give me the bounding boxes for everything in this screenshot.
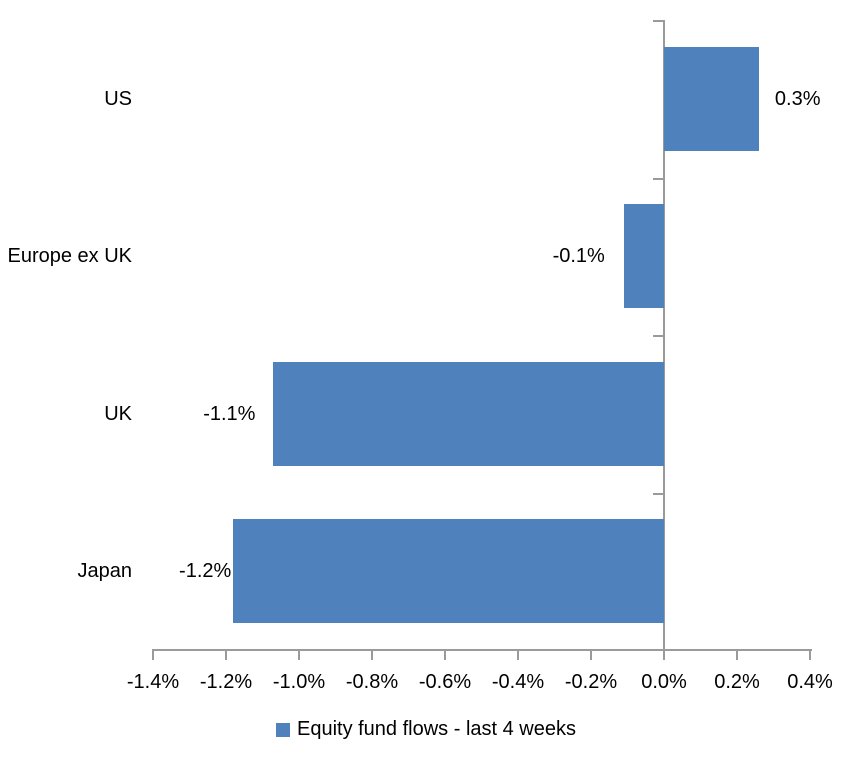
category-label-europe-ex-uk: Europe ex UK: [7, 245, 132, 268]
legend-label: Equity fund flows - last 4 weeks: [296, 718, 576, 740]
y-axis-tick: [653, 20, 663, 22]
value-label-japan: -1.2%: [179, 560, 232, 583]
x-axis-tick--1-0-: [298, 649, 300, 660]
legend-swatch-icon: [275, 722, 290, 737]
category-label-japan: Japan: [77, 560, 133, 583]
x-tick-label-0-2-: 0.2%: [714, 671, 760, 693]
x-axis-line: [153, 649, 812, 651]
value-label-us: 0.3%: [774, 87, 821, 110]
bar-europe-ex-uk: [623, 204, 664, 309]
x-axis-tick-0-4-: [809, 649, 811, 660]
x-axis-tick--0-4-: [517, 649, 519, 660]
x-axis-tick-0-2-: [736, 649, 738, 660]
x-tick-label--1-0-: -1.0%: [272, 671, 326, 693]
x-axis-tick--1-2-: [225, 649, 227, 660]
y-axis-tick: [653, 649, 663, 651]
plot-area: -1.4% -1.2% -1.0% -0.8% -0.6% -0.4% -0.2% 0.0% 0…: [7, 20, 833, 693]
x-tick-label--0-6-: -0.6%: [418, 671, 472, 693]
y-axis-tick: [653, 335, 663, 337]
category-label-uk: UK: [104, 402, 132, 425]
x-tick-label--0-2-: -0.2%: [564, 671, 618, 693]
bar-us: [664, 46, 759, 151]
value-label-europe-ex-uk: -0.1%: [552, 245, 605, 268]
x-axis-tick--0-8-: [371, 649, 373, 660]
x-tick-label-0-4-: 0.4%: [787, 671, 833, 693]
x-axis-tick--1-4-: [152, 649, 154, 660]
y-axis-tick: [653, 177, 663, 180]
x-tick-label--0-8-: -0.8%: [345, 671, 399, 693]
x-tick-label--1-2-: -1.2%: [199, 671, 253, 693]
value-label-uk: -1.1%: [203, 402, 256, 425]
y-axis-line: [663, 20, 665, 651]
x-axis-tick--0-2-: [590, 649, 592, 660]
x-tick-label--0-4-: -0.4%: [491, 671, 545, 693]
bar-japan: [233, 519, 664, 624]
x-axis-tick-0-0-: [663, 649, 665, 660]
x-axis-tick--0-6-: [444, 649, 446, 660]
category-label-us: US: [104, 87, 132, 110]
legend: Equity fund flows - last 4 weeks: [0, 716, 852, 743]
y-axis-tick: [653, 492, 663, 495]
x-tick-label-0-0-: 0.0%: [641, 671, 687, 693]
x-tick-label--1-4-: -1.4%: [126, 671, 180, 693]
bar-uk: [273, 361, 664, 466]
